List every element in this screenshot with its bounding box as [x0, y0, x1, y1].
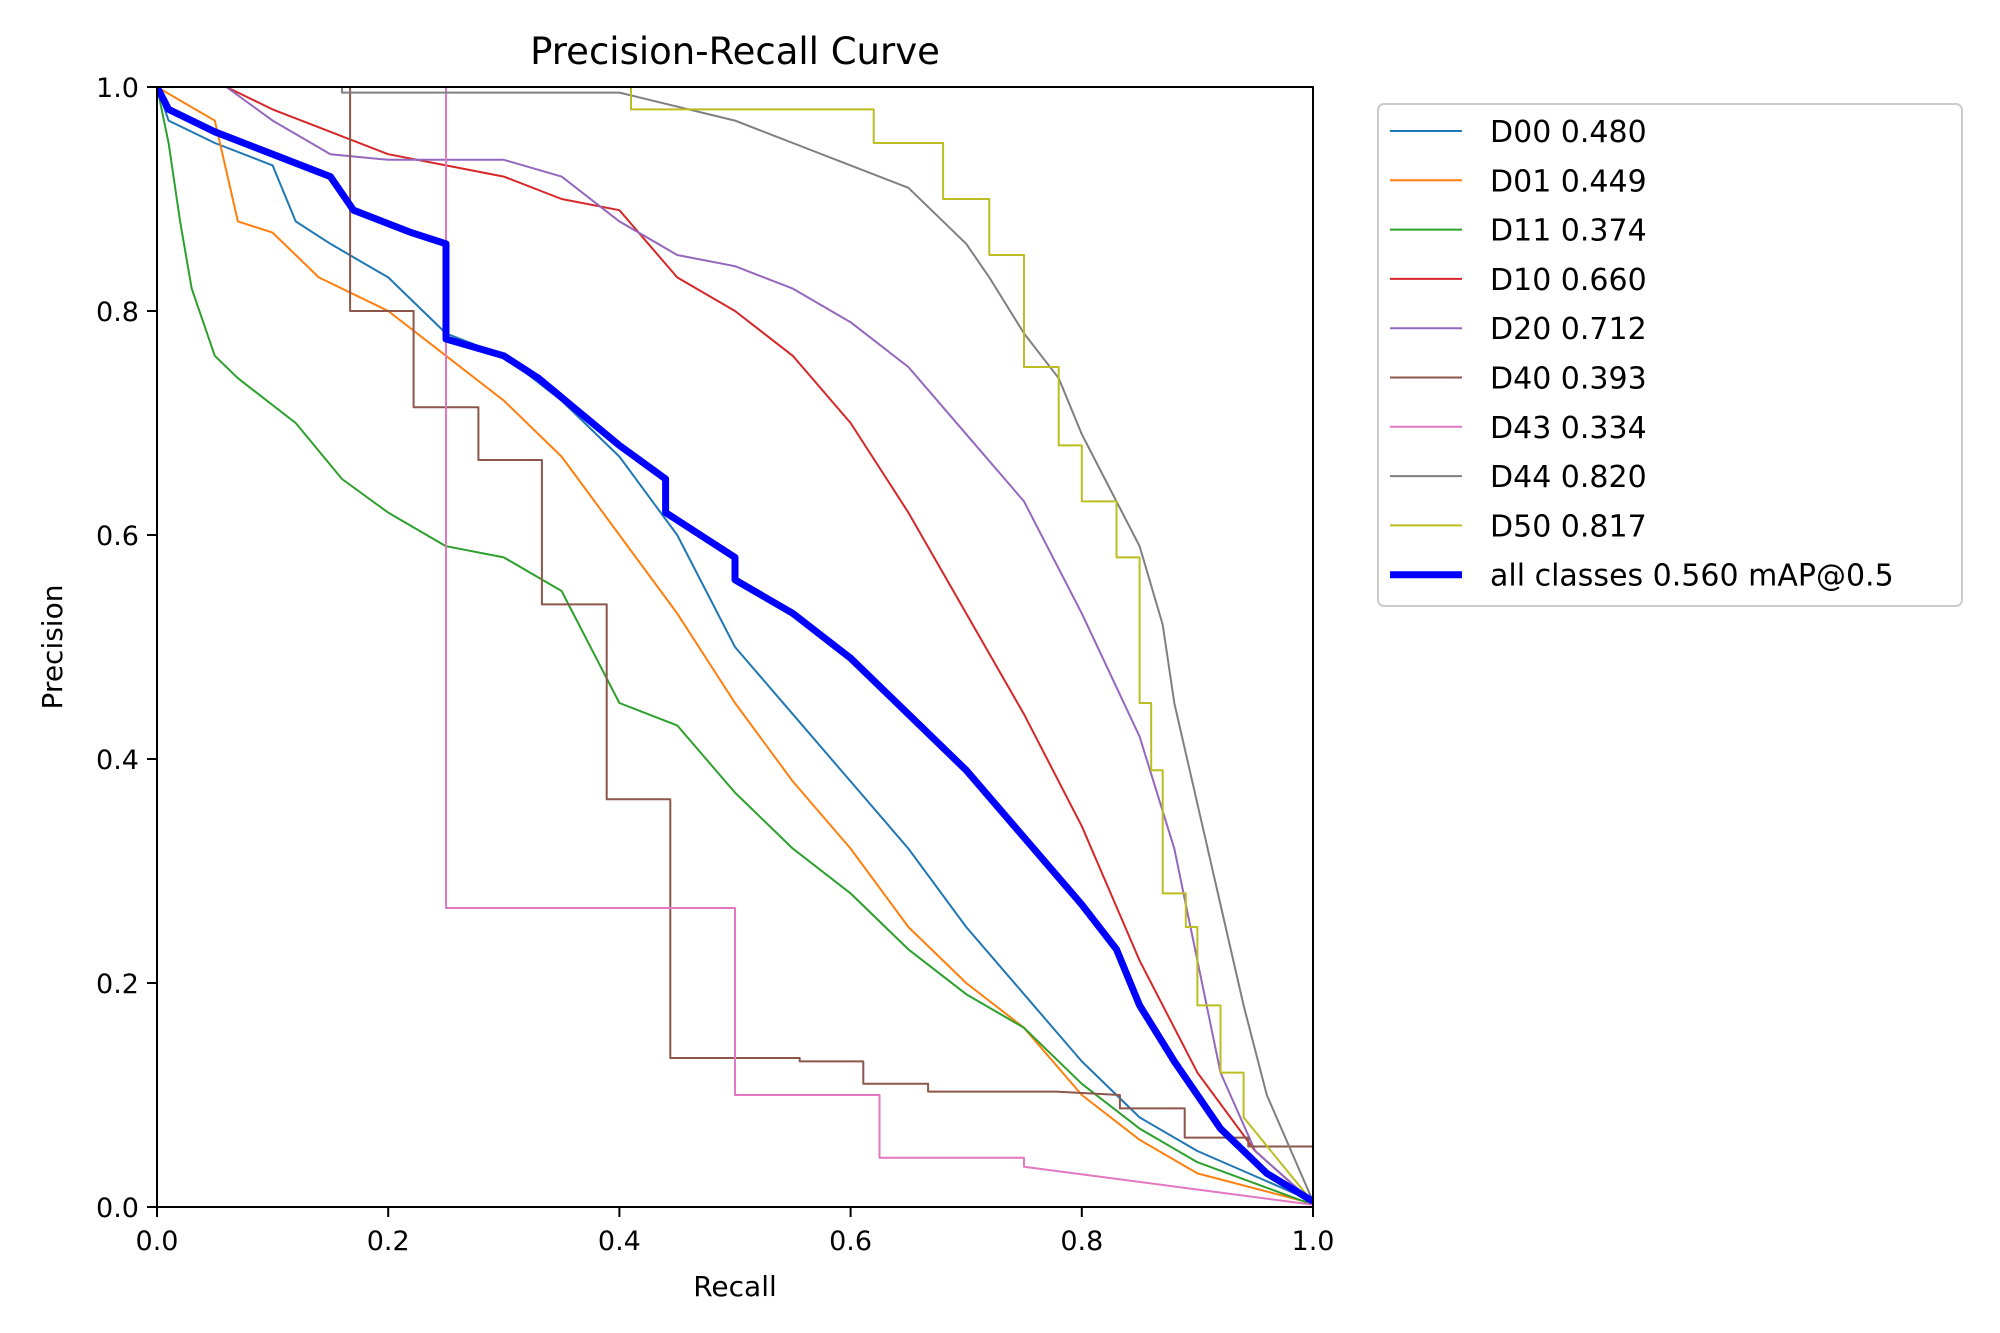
legend-label: D10 0.660 — [1490, 263, 1647, 298]
x-axis-label: Recall — [693, 1270, 777, 1303]
legend-item: D40 0.393 — [1390, 362, 1647, 397]
legend-frame — [1377, 103, 1963, 607]
legend-item: D44 0.820 — [1390, 460, 1647, 495]
legend: D00 0.480 D01 0.449 D11 0.374 D10 0.660 D20 … — [1377, 103, 1963, 607]
legend-item: D10 0.660 — [1390, 263, 1647, 298]
x-axis: 0.0 0.2 0.4 0.6 0.8 1.0 — [136, 1207, 1335, 1257]
x-tick-label: 0.6 — [829, 1226, 872, 1257]
series-line-d43 — [445, 87, 1313, 1206]
series-line-d50 — [630, 87, 1313, 1204]
plot-frame — [156, 86, 1314, 1208]
legend-item: D20 0.712 — [1390, 312, 1647, 347]
legend-item: all classes 0.560 mAP@0.5 — [1390, 559, 1894, 594]
y-tick-label: 0.0 — [96, 1193, 139, 1224]
series-line-d10 — [225, 87, 1313, 1204]
legend-label: D11 0.374 — [1490, 214, 1647, 249]
y-axis: 0.0 0.2 0.4 0.6 0.8 1.0 — [96, 73, 157, 1224]
y-axis-label: Precision — [36, 585, 69, 710]
legend-label: D40 0.393 — [1490, 362, 1647, 397]
legend-entries: D00 0.480 D01 0.449 D11 0.374 D10 0.660 D20 … — [1390, 115, 1894, 594]
legend-label: D01 0.449 — [1490, 164, 1647, 199]
legend-item: D01 0.449 — [1390, 164, 1647, 199]
legend-label: all classes 0.560 mAP@0.5 — [1490, 559, 1894, 594]
legend-label: D43 0.334 — [1490, 411, 1647, 446]
y-tick-label: 0.8 — [96, 297, 139, 328]
x-tick-label: 0.8 — [1060, 1226, 1103, 1257]
legend-item: D43 0.334 — [1390, 411, 1647, 446]
x-tick-label: 0.0 — [136, 1226, 179, 1257]
series-line-d01 — [157, 87, 1313, 1205]
series-line-d11 — [157, 87, 1313, 1206]
x-tick-label: 0.2 — [367, 1226, 410, 1257]
series-layer — [157, 87, 1313, 1206]
series-line-d40 — [349, 87, 1313, 1204]
x-tick-label: 1.0 — [1292, 1226, 1335, 1257]
legend-label: D44 0.820 — [1490, 460, 1647, 495]
y-tick-label: 1.0 — [96, 73, 139, 104]
chart-title: Precision-Recall Curve — [530, 30, 940, 73]
legend-item: D50 0.817 — [1390, 509, 1647, 544]
y-tick-label: 0.4 — [96, 745, 139, 776]
legend-label: D50 0.817 — [1490, 509, 1647, 544]
legend-item: D00 0.480 — [1390, 115, 1647, 150]
y-tick-label: 0.2 — [96, 969, 139, 1000]
series-line-d20 — [225, 87, 1313, 1204]
x-tick-label: 0.4 — [598, 1226, 641, 1257]
series-line-d00 — [157, 87, 1313, 1203]
series-line-all-classes — [157, 87, 1313, 1205]
y-tick-label: 0.6 — [96, 521, 139, 552]
legend-item: D11 0.374 — [1390, 214, 1647, 249]
legend-label: D20 0.712 — [1490, 312, 1647, 347]
legend-label: D00 0.480 — [1490, 115, 1647, 150]
